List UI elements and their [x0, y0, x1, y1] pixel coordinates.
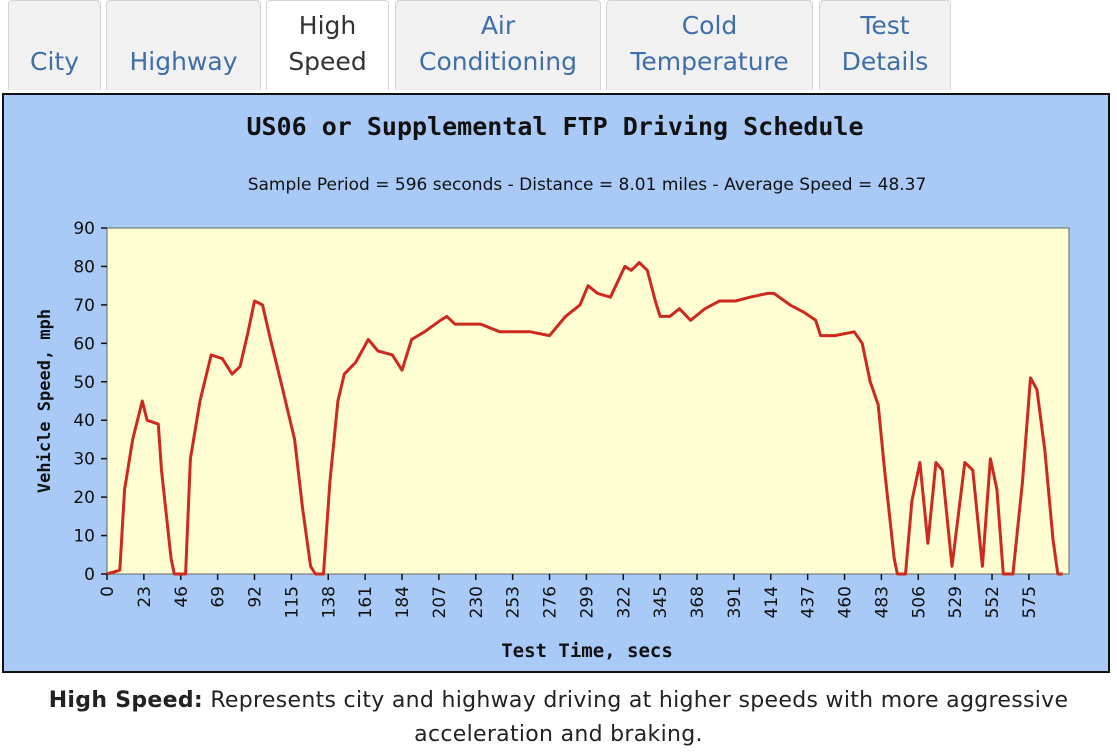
tab-label[interactable]: Cold: [681, 11, 738, 40]
tab-label[interactable]: City: [30, 47, 79, 76]
x-tick-label: 575: [1020, 586, 1040, 618]
x-tick-label: 552: [983, 586, 1003, 618]
data-line: [106, 261, 1063, 576]
y-tick-label: 50: [73, 373, 95, 393]
x-tick-label: 368: [688, 586, 708, 618]
tab-bar: City Highway High Speed Air Conditioning Cold T…: [0, 0, 1117, 92]
x-tick-label: 92: [246, 586, 266, 608]
caption-text: Represents city and highway driving at h…: [210, 688, 1069, 747]
caption: High Speed: Represents city and highway …: [0, 684, 1117, 752]
x-tick-label: 69: [209, 586, 229, 608]
tab[interactable]: Test Details: [819, 0, 951, 90]
x-tick-label: 299: [577, 586, 597, 618]
tab-label[interactable]: Conditioning: [419, 47, 577, 76]
y-tick-label: 80: [73, 257, 95, 277]
tab-label[interactable]: Air: [480, 11, 516, 40]
x-tick-label: 23: [135, 586, 155, 608]
tab[interactable]: Air Conditioning: [395, 0, 601, 90]
x-tick-label: 414: [762, 586, 782, 618]
y-tick-label: 10: [73, 527, 95, 547]
x-tick-label: 253: [504, 586, 524, 618]
x-tick-label: 437: [799, 586, 819, 618]
x-tick-label: 506: [909, 586, 929, 618]
caption-lead: High Speed:: [48, 688, 204, 713]
tab-label[interactable]: High: [298, 11, 357, 40]
y-tick-label: 90: [73, 219, 95, 239]
y-tick-label: 30: [73, 450, 95, 470]
x-tick-label: 345: [651, 586, 671, 618]
tab-label[interactable]: Details: [841, 47, 929, 76]
tab-label[interactable]: Temperature: [630, 47, 789, 76]
x-tick-label: 46: [172, 586, 192, 608]
x-tick-label: 115: [282, 586, 302, 618]
y-tick-label: 70: [73, 296, 95, 316]
tab[interactable]: Cold Temperature: [606, 0, 813, 90]
x-tick-label: 529: [946, 586, 966, 618]
x-tick-label: 0: [98, 586, 118, 597]
y-tick-label: 60: [73, 334, 95, 354]
chart-title: US06 or Supplemental FTP Driving Schedul…: [246, 112, 863, 141]
x-tick-label: 483: [872, 586, 892, 618]
y-tick-label: 20: [73, 488, 95, 508]
y-axis-label: Vehicle Speed, mph: [35, 309, 55, 493]
x-tick-label: 184: [393, 586, 413, 618]
x-tick-label: 276: [541, 586, 561, 618]
tab-label[interactable]: Speed: [288, 47, 367, 76]
tab-label[interactable]: Test: [860, 11, 910, 40]
chart-subtitle: Sample Period = 596 seconds - Distance =…: [248, 175, 927, 195]
tab-label[interactable]: Highway: [129, 47, 238, 76]
x-tick-label: 322: [614, 586, 634, 618]
x-tick-label: 161: [356, 586, 376, 618]
x-tick-label: 207: [430, 586, 450, 618]
x-axis-label: Test Time, secs: [501, 640, 673, 662]
tab[interactable]: High Speed: [266, 0, 389, 90]
chart: US06 or Supplemental FTP Driving Schedul…: [2, 93, 1110, 673]
tab[interactable]: Highway: [106, 0, 261, 90]
x-tick-label: 230: [467, 586, 487, 618]
x-tick-label: 460: [836, 586, 856, 618]
x-tick-label: 391: [725, 586, 745, 618]
y-tick-label: 0: [84, 565, 95, 585]
x-tick-label: 138: [319, 586, 339, 618]
y-tick-label: 40: [73, 411, 95, 431]
tab[interactable]: City: [8, 0, 101, 90]
